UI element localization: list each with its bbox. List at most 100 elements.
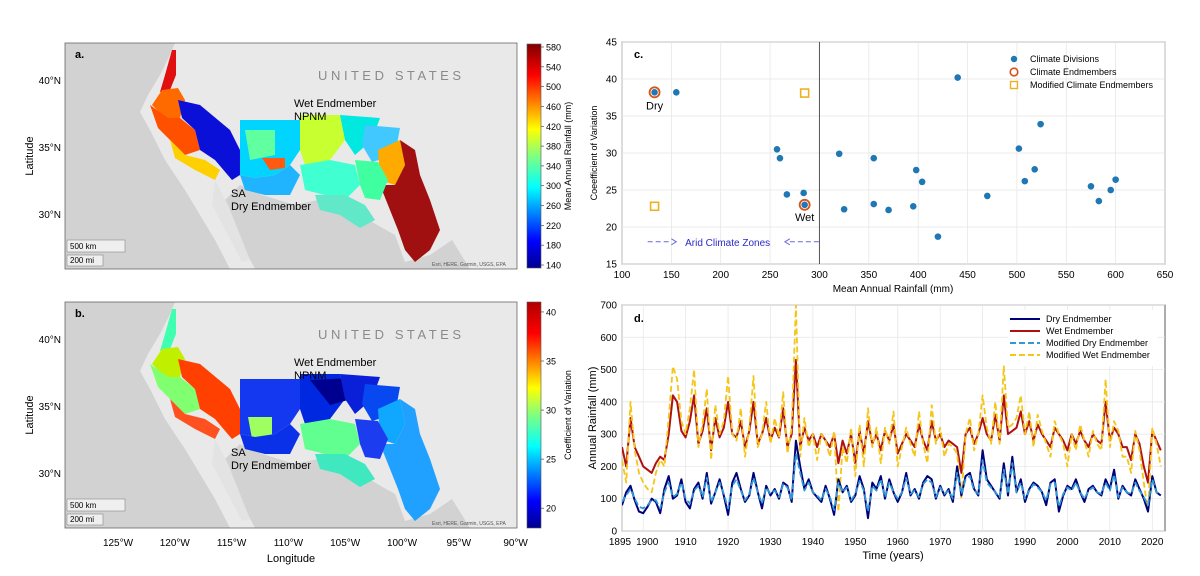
x-tick-label: 100 [614, 270, 631, 281]
legend-d-item-4: Modified Wet Endmember [1046, 350, 1150, 360]
region-a-7 [262, 158, 285, 170]
chart-c-legend: Climate Divisions Climate Endmembers Mod… [1009, 54, 1154, 90]
lat-tick-label: 35°N [39, 402, 61, 413]
lon-tick-label: 95°W [447, 538, 472, 549]
legend-c-ring [1009, 67, 1019, 77]
lat-tick-label: 40°N [39, 76, 61, 87]
colorbar-tick-label: 540 [546, 62, 561, 72]
lat-tick-label: 35°N [39, 143, 61, 154]
lon-tick-label: 125°W [103, 538, 134, 549]
chart-c-marks [647, 42, 1119, 264]
arid-arrowhead-left [671, 238, 678, 246]
map-b-lat-ticks: 40°N 35°N 30°N [39, 335, 61, 480]
region-b-14 [240, 424, 300, 454]
region-b-2 [152, 347, 185, 377]
x-tick-label: 600 [1107, 270, 1124, 281]
y-tick-label: 100 [600, 494, 617, 505]
colorbar-tick-label: 25 [546, 455, 556, 465]
legend-c-item-1: Climate Divisions [1030, 54, 1100, 64]
map-b-ylabel: Latitude [24, 395, 36, 434]
x-tick-label: 1920 [717, 537, 740, 548]
map-b-scale-mi-text: 200 mi [70, 515, 94, 524]
map-b-wet-label-2: NPNM [294, 370, 326, 382]
colorbar-b [526, 301, 542, 529]
colorbar-tick-label: 30 [546, 406, 556, 416]
chart-d-xlabel: Time (years) [862, 550, 923, 562]
legend-c-square [1009, 80, 1019, 90]
scatter-point [835, 150, 843, 158]
chart-c-dry-label: Dry [646, 100, 664, 112]
legend-c-item-3: Modified Climate Endmembers [1030, 80, 1154, 90]
region-b-1 [160, 309, 176, 351]
region-a-8 [245, 130, 275, 160]
colorbar-tick-label: 500 [546, 82, 561, 92]
y-tick-label: 600 [600, 333, 617, 344]
y-tick-label: 400 [600, 397, 617, 408]
legend-c-item-2: Climate Endmembers [1030, 67, 1117, 77]
endmember-marker [798, 198, 811, 211]
colorbar-tick-label: 140 [546, 261, 561, 271]
colorbar-tick-label: 35 [546, 357, 556, 367]
series-line-3 [622, 305, 1162, 513]
x-tick-label: 2020 [1141, 537, 1164, 548]
map-b-baja [212, 439, 250, 521]
scatter-point [983, 192, 991, 200]
map-b-scale-km [66, 498, 126, 512]
scatter-point [776, 154, 784, 162]
lat-tick-label: 30°N [39, 210, 61, 221]
region-a-15 [300, 160, 360, 200]
scatter-point [934, 233, 942, 240]
scatter-point [1087, 183, 1095, 190]
x-tick-label: 400 [910, 270, 927, 281]
x-tick-label: 1950 [844, 537, 867, 548]
scatter-point [673, 89, 680, 96]
region-a-5 [170, 140, 220, 180]
colorbar-b-ticks: 40 35 30 25 20 [541, 307, 556, 514]
lon-tick-label: 90°W [503, 538, 528, 549]
map-a-wet-label-1: Wet Endmember [294, 98, 377, 110]
map-a-dry-label-2: Dry Endmember [231, 201, 311, 213]
region-b-15 [300, 419, 360, 459]
colorbar-a-ticks: 580 540 500 460 420 380 340 300 260 220 180 140 [541, 43, 561, 271]
chart-c-wet-label: Wet [795, 212, 814, 224]
region-b-10 [340, 374, 380, 414]
colorbar-tick-label: 420 [546, 122, 561, 132]
region-a-13 [380, 140, 440, 262]
lat-tick-label: 40°N [39, 335, 61, 346]
region-b-4 [178, 359, 240, 439]
y-tick-label: 300 [600, 430, 617, 441]
x-tick-label: 500 [1009, 270, 1026, 281]
y-tick-label: 30 [606, 149, 618, 160]
colorbar-tick-label: 40 [546, 307, 556, 317]
map-b-attribution: Esri, HERE, Garmin, USGS, EPA [432, 521, 506, 527]
x-tick-label: 300 [811, 270, 828, 281]
map-a-scale-mi-text: 200 mi [70, 256, 94, 265]
y-tick-label: 25 [606, 186, 618, 197]
region-b-13 [380, 399, 440, 521]
scatter-point [773, 146, 781, 153]
y-tick-label: 35 [606, 112, 618, 123]
colorbar-a [526, 43, 542, 269]
colorbar-b-label: Coefficient of Variation [563, 370, 573, 460]
colorbar-tick-label: 580 [546, 43, 561, 53]
arid-arrowhead-right [783, 238, 791, 246]
map-a-attribution: Esri, HERE, Garmin, USGS, EPA [432, 262, 506, 268]
map-a-panel-label: a. [75, 49, 84, 61]
map-b-lon-ticks: 125°W 120°W 115°W 110°W 105°W 100°W 95°W 90°W [103, 538, 529, 549]
lon-tick-label: 105°W [330, 538, 361, 549]
chart-c-xlabel: Mean Annual Rainfall (mm) [833, 284, 954, 295]
lon-tick-label: 120°W [160, 538, 191, 549]
x-tick-label: 1970 [929, 537, 952, 548]
chart-c-grid [621, 41, 1166, 265]
map-b-xlabel: Longitude [267, 553, 315, 565]
colorbar-tick-label: 340 [546, 161, 561, 171]
scatter-point [840, 205, 848, 213]
x-tick-label: 150 [663, 270, 680, 281]
modified-endmember-marker [799, 88, 810, 98]
region-b-12 [378, 399, 405, 444]
region-a-16 [315, 195, 375, 228]
map-b-scale-km-text: 500 km [70, 501, 97, 510]
x-tick-label: 250 [762, 270, 779, 281]
map-b-frame [64, 301, 518, 529]
region-b-7 [248, 417, 272, 439]
